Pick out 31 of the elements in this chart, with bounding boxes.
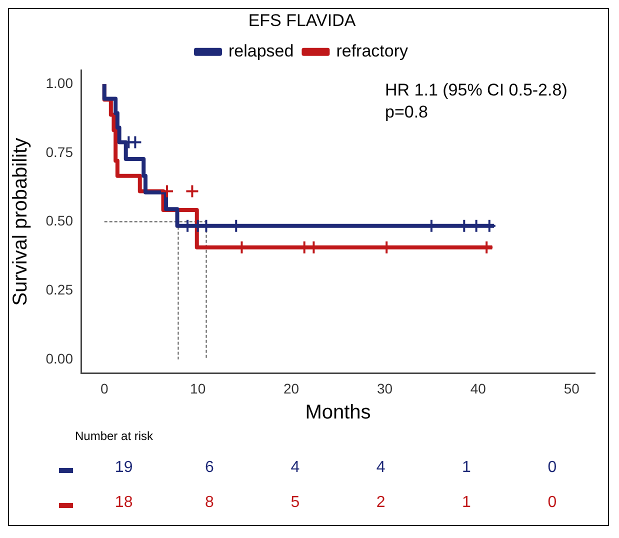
text: 4: [375, 459, 386, 477]
text: 5: [290, 494, 301, 512]
x-tick-label: 10: [190, 380, 206, 396]
x-tick-label: 50: [564, 380, 580, 396]
x-axis-title: Months: [305, 402, 371, 424]
y-tick-label: 0.00: [46, 350, 74, 366]
annotation: p=0.8: [385, 102, 428, 122]
text: 18: [114, 494, 134, 512]
x-tick-label: 40: [470, 380, 486, 396]
y-tick-label: 1.00: [46, 75, 74, 92]
y-tick-label: 0.75: [46, 144, 74, 160]
legend-label: refractory: [336, 42, 408, 61]
text: 4: [290, 459, 301, 477]
text: 1: [461, 459, 472, 477]
text: 2: [375, 494, 386, 512]
text: Number at risk: [75, 429, 154, 443]
x-tick-label: 0: [100, 380, 108, 396]
text: 8: [204, 494, 215, 512]
text: 1: [461, 494, 472, 512]
x-tick-label: 30: [376, 380, 393, 396]
text: 0: [546, 459, 558, 477]
y-axis-title: Survival probability: [10, 138, 32, 306]
y-tick-label: 0.50: [46, 212, 74, 229]
legend-label: relapsed: [228, 42, 294, 61]
x-tick-label: 20: [283, 380, 300, 396]
y-tick-label: 0.25: [46, 281, 74, 298]
legend-title: EFS FLAVIDA: [248, 11, 356, 30]
text: 6: [204, 459, 215, 477]
text: 0: [546, 494, 558, 512]
text: 19: [114, 459, 134, 477]
annotation: HR 1.1 (95% CI 0.5-2.8): [385, 80, 568, 100]
